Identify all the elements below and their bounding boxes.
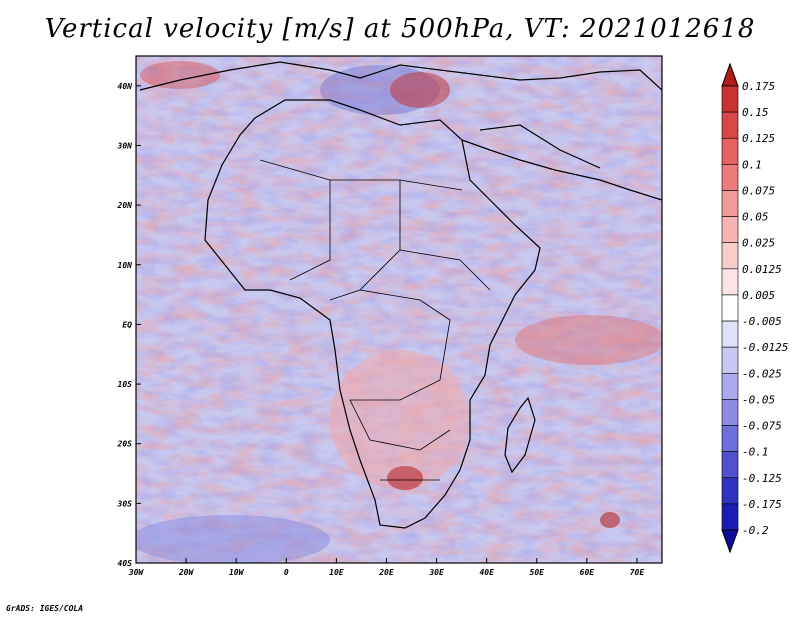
uplift-region bbox=[387, 466, 423, 490]
colorbar-label: 0.15 bbox=[742, 106, 769, 119]
lon-label: 70E bbox=[630, 568, 645, 577]
lon-label: 20W bbox=[178, 568, 195, 577]
uplift-region bbox=[600, 512, 620, 528]
colorbar-swatch bbox=[721, 294, 739, 322]
latitude-axis: 40N 30N 20N 10N EQ 10S 20S 30S 40S bbox=[117, 82, 141, 568]
colorbar-label: 0.0125 bbox=[742, 263, 782, 276]
uplift-region bbox=[140, 61, 220, 89]
africa-coastline bbox=[204, 99, 541, 529]
colorbar-label: -0.1 bbox=[742, 446, 769, 459]
colorbar-label: -0.125 bbox=[742, 472, 782, 485]
uplift-region bbox=[390, 72, 450, 108]
lat-label: EQ bbox=[122, 320, 132, 329]
colorbar-label: -0.025 bbox=[742, 367, 782, 380]
colorbar-swatch bbox=[721, 242, 739, 270]
arabia-coastline bbox=[461, 124, 662, 201]
colorbar-label: 0.1 bbox=[742, 158, 762, 171]
longitude-axis: 30W 20W 10W 0 10E 20E 30E 40E 50E 60E 70E bbox=[128, 558, 645, 577]
lon-label: 30W bbox=[128, 568, 145, 577]
colorbar-label: -0.075 bbox=[742, 420, 782, 433]
colorbar-label: 0.05 bbox=[742, 211, 769, 224]
map-panel bbox=[136, 56, 662, 563]
lat-label: 30S bbox=[117, 499, 133, 508]
map-title: Vertical velocity [m/s] at 500hPa, VT: 2… bbox=[44, 14, 756, 44]
colorbar-max-triangle bbox=[721, 62, 739, 87]
uplift-region bbox=[330, 350, 470, 490]
colorbar-swatch bbox=[721, 425, 739, 452]
colorbar-label: 0.025 bbox=[742, 237, 775, 250]
lat-label: 40N bbox=[118, 82, 133, 91]
colorbar-swatch bbox=[721, 85, 739, 113]
colorbar-swatch bbox=[721, 399, 739, 426]
colorbar-swatch bbox=[721, 190, 739, 217]
colorbar-label: 0.005 bbox=[742, 289, 775, 302]
colorbar-swatch bbox=[721, 216, 739, 244]
colorbar: 0.175 0.15 0.125 0.1 0.075 0.05 0.025 0.0125 0.0… bbox=[721, 62, 788, 554]
map-frame bbox=[135, 55, 663, 564]
lon-label: 30E bbox=[428, 568, 444, 577]
colorbar-label: 0.125 bbox=[742, 132, 775, 145]
colorbar-label: -0.2 bbox=[742, 524, 769, 537]
colorbar-swatch bbox=[721, 372, 739, 400]
footer-credit: GrADS: IGES/COLA bbox=[6, 604, 84, 613]
colorbar-swatch bbox=[721, 477, 739, 505]
lat-label: 10N bbox=[118, 261, 133, 270]
colorbar-label: 0.075 bbox=[742, 184, 775, 197]
colorbar-swatch bbox=[721, 346, 739, 374]
lon-label: 10E bbox=[329, 568, 344, 577]
lon-label: 60E bbox=[580, 568, 595, 577]
lon-label: 20E bbox=[378, 568, 394, 577]
subsidence-region bbox=[136, 515, 330, 563]
europe-coastline bbox=[139, 61, 662, 91]
lon-label: 10W bbox=[229, 568, 245, 577]
colorbar-swatch bbox=[721, 451, 739, 479]
colorbar-min-triangle bbox=[721, 529, 739, 554]
lon-label: 50E bbox=[530, 568, 545, 577]
country-borders bbox=[259, 159, 491, 481]
colorbar-label: -0.0125 bbox=[742, 341, 788, 354]
colorbar-swatch bbox=[721, 111, 739, 139]
colorbar-swatch bbox=[721, 137, 739, 165]
lat-label: 10S bbox=[118, 380, 133, 389]
lon-label: 40E bbox=[479, 568, 494, 577]
colorbar-label: -0.05 bbox=[742, 393, 775, 406]
colorbar-swatch bbox=[721, 268, 739, 296]
colorbar-swatch bbox=[721, 164, 739, 191]
colorbar-label: -0.005 bbox=[742, 315, 782, 328]
lat-label: 40S bbox=[118, 559, 133, 568]
colorbar-swatch bbox=[721, 503, 739, 531]
colorbar-label: 0.175 bbox=[742, 80, 775, 93]
lat-label: 30N bbox=[117, 141, 133, 150]
uplift-region bbox=[515, 315, 662, 365]
colorbar-swatch bbox=[721, 320, 739, 348]
colorbar-label: -0.175 bbox=[742, 498, 782, 511]
lat-label: 20N bbox=[117, 201, 133, 210]
lat-label: 20S bbox=[117, 440, 133, 449]
lon-label: 0 bbox=[284, 568, 289, 577]
madagascar-coastline bbox=[504, 396, 536, 474]
